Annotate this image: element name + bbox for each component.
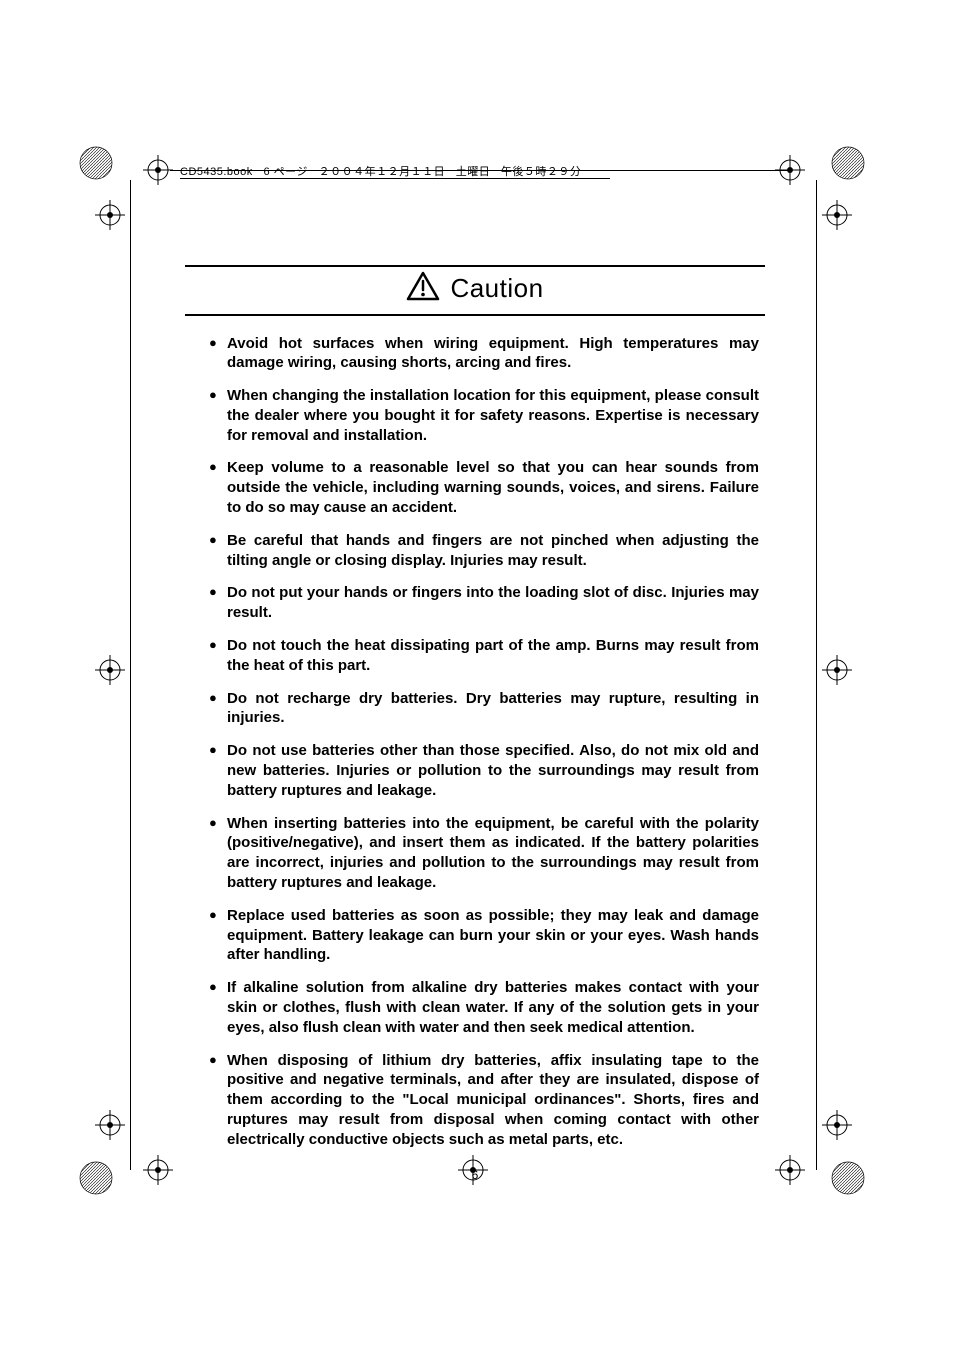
caution-item: Avoid hot surfaces when wiring equipment… xyxy=(209,334,759,374)
header-topline xyxy=(170,170,790,171)
print-header: CD5435.book 6 ページ ２００４年１２月１１日 土曜日 午後５時２９… xyxy=(180,163,581,179)
title-rule-top xyxy=(185,265,765,267)
regmark-crosshair xyxy=(143,155,173,185)
caution-item: When changing the installation location … xyxy=(209,386,759,445)
regmark-crosshair xyxy=(95,200,125,230)
header-date: ２００４年１２月１１日 xyxy=(319,166,446,178)
caution-item: If alkaline solution from alkaline dry b… xyxy=(209,978,759,1037)
page-content: Caution Avoid hot surfaces when wiring e… xyxy=(185,265,765,1182)
regmark-sphere xyxy=(78,145,126,193)
caution-title-row: Caution xyxy=(185,271,765,314)
header-pageinfo: 6 ページ xyxy=(263,166,307,178)
page-number: 6 xyxy=(185,1168,765,1182)
caution-icon xyxy=(406,271,440,306)
caution-title: Caution xyxy=(450,273,543,304)
regmark-sphere xyxy=(830,1160,878,1208)
caution-item: Do not recharge dry batteries. Dry batte… xyxy=(209,689,759,729)
header-time: 午後５時２９分 xyxy=(501,166,582,178)
caution-item: Replace used batteries as soon as possib… xyxy=(209,906,759,965)
caution-item: Do not use batteries other than those sp… xyxy=(209,741,759,800)
regmark-crosshair xyxy=(822,655,852,685)
caution-item: Do not put your hands or fingers into th… xyxy=(209,583,759,623)
regmark-crosshair xyxy=(143,1155,173,1185)
regmark-sphere xyxy=(78,1160,126,1208)
regmark-crosshair xyxy=(822,200,852,230)
caution-item: Keep volume to a reasonable level so tha… xyxy=(209,458,759,517)
regmark-crosshair xyxy=(775,1155,805,1185)
caution-item: Be careful that hands and fingers are no… xyxy=(209,531,759,571)
regmark-line xyxy=(130,180,131,1170)
header-weekday: 土曜日 xyxy=(456,166,491,178)
header-filename: CD5435.book xyxy=(180,166,253,178)
title-rule-under xyxy=(185,314,765,316)
caution-item: Do not touch the heat dissipating part o… xyxy=(209,636,759,676)
regmark-sphere xyxy=(830,145,878,193)
caution-item: When disposing of lithium dry batteries,… xyxy=(209,1051,759,1150)
regmark-crosshair xyxy=(95,655,125,685)
header-underline xyxy=(180,178,610,179)
regmark-line xyxy=(816,180,817,1170)
regmark-crosshair xyxy=(95,1110,125,1140)
regmark-crosshair xyxy=(822,1110,852,1140)
caution-item: When inserting batteries into the equipm… xyxy=(209,814,759,893)
caution-list: Avoid hot surfaces when wiring equipment… xyxy=(185,334,765,1150)
